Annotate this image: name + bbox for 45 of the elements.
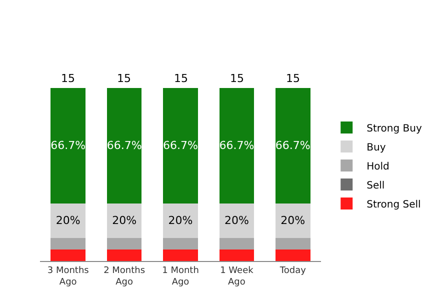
x-tick-label: 2 Months Ago: [104, 266, 146, 288]
bar: [50, 203, 86, 238]
bar: [106, 88, 142, 204]
legend-label: Sell: [366, 180, 385, 192]
x-tick-label: 1 Week Ago: [220, 266, 254, 288]
legend-label: Strong Sell: [366, 199, 421, 210]
bar: [106, 238, 142, 250]
text: 15: [174, 72, 188, 85]
data-label: 66.7%: [163, 139, 198, 152]
data-label: 20%: [280, 214, 306, 228]
legend-label: Buy: [366, 142, 386, 154]
legend-label: Strong Buy: [366, 123, 422, 134]
bar: [50, 238, 86, 250]
bar: [275, 203, 310, 238]
data-label: 20%: [224, 214, 249, 228]
bar: [275, 238, 310, 250]
bar: [275, 250, 310, 261]
legend-label: Hold: [366, 161, 390, 172]
text: 15: [230, 72, 244, 85]
text: 15: [286, 72, 300, 85]
data-label: 66.7%: [219, 139, 254, 152]
bar: [219, 203, 254, 238]
bar: [275, 88, 310, 204]
data-label: 20%: [168, 214, 193, 228]
data-label: 20%: [56, 214, 80, 228]
bar: [106, 203, 142, 238]
bar: [106, 250, 142, 261]
bar: [163, 238, 198, 250]
bar: [163, 250, 198, 261]
bar: [219, 88, 254, 204]
bar: [50, 250, 86, 261]
data-label: 66.7%: [50, 139, 86, 152]
bar: [219, 250, 254, 261]
x-tick-label: 3 Months Ago: [47, 266, 90, 288]
x-tick-label: 1 Month Ago: [162, 266, 199, 288]
bar: [50, 88, 86, 204]
data-label: 66.7%: [106, 139, 142, 152]
data-label: 66.7%: [275, 139, 310, 152]
data-label: 20%: [112, 214, 137, 228]
text: 15: [61, 72, 75, 85]
bar: [219, 238, 254, 250]
text: 15: [117, 72, 131, 85]
x-tick-label: Today: [278, 266, 307, 276]
bar: [163, 203, 198, 238]
bar: [163, 88, 198, 204]
